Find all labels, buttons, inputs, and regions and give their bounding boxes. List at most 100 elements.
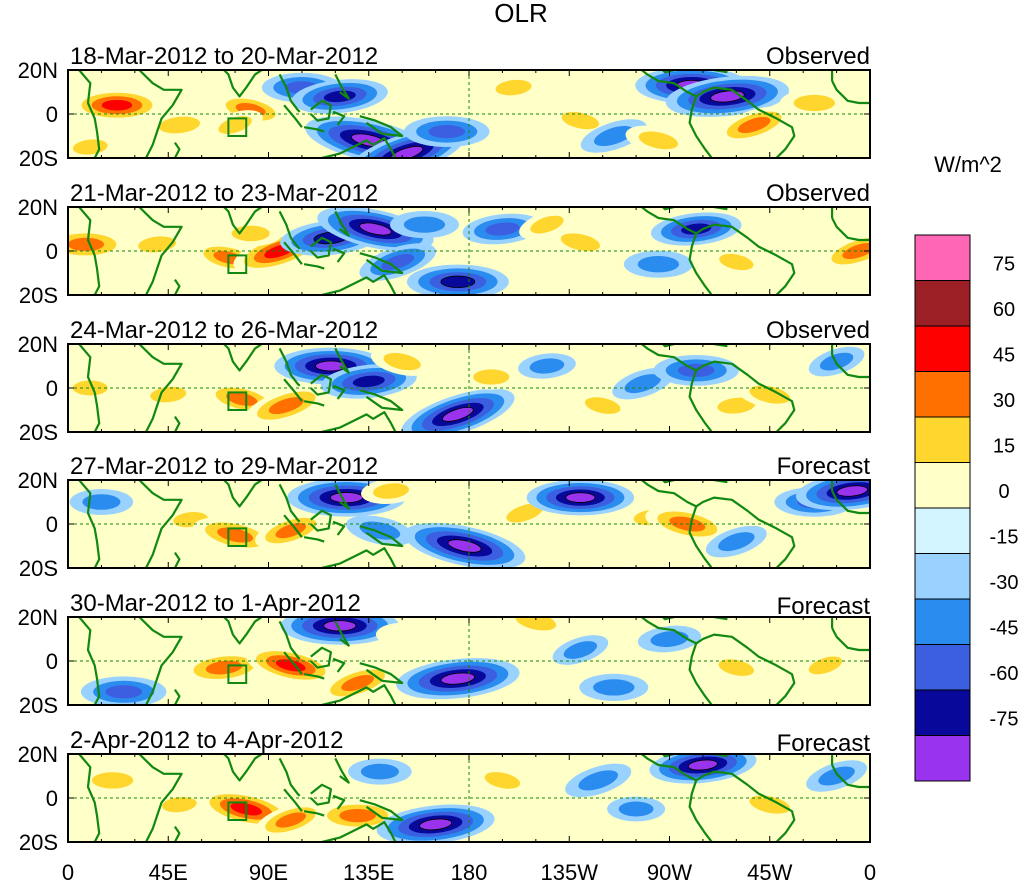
region-box	[227, 664, 248, 685]
coastline-segment	[332, 657, 346, 673]
olr-anomaly-field	[78, 754, 868, 842]
olr-contour-pos	[737, 116, 771, 134]
coastline-segment	[831, 80, 870, 105]
x-tick-label: 0	[864, 860, 876, 885]
coastline-segment	[831, 217, 870, 242]
olr-contour-pos	[584, 397, 621, 414]
chart-title: OLR	[494, 0, 547, 28]
coastline-segment	[831, 627, 870, 652]
coastline-segment	[138, 344, 183, 432]
x-tick-label: 90E	[249, 860, 288, 885]
olr-contour-neg	[440, 275, 476, 288]
olr-contour-pos	[101, 99, 133, 111]
coastline-segment	[222, 344, 264, 372]
coastlines	[78, 207, 870, 295]
olr-contour-pos	[275, 812, 307, 828]
coastline-segment	[639, 70, 796, 158]
region-box	[227, 527, 248, 548]
olr-contour-pos	[72, 380, 108, 396]
coastline-segment	[78, 207, 101, 295]
coastline-segment	[303, 263, 325, 270]
colorbar-swatch	[914, 280, 971, 327]
colorbar-swatch	[914, 234, 971, 281]
olr-contour-neg	[447, 539, 482, 553]
coastlines	[78, 480, 870, 568]
olr-contour-pos	[749, 795, 791, 814]
coastline-segment	[283, 651, 303, 675]
coastline-segment	[222, 754, 264, 782]
olr-contour-pos	[217, 527, 254, 543]
coastline-segment	[332, 110, 346, 126]
olr-contour-neg	[442, 406, 474, 422]
olr-contour-neg	[329, 492, 364, 504]
panel-kind-label: Observed	[766, 180, 870, 207]
panel-period-label: 2-Apr-2012 to 4-Apr-2012	[70, 727, 344, 754]
olr-contour-neg	[381, 253, 415, 271]
colorbar-level-label: -60	[990, 663, 1019, 685]
colorbar-swatch	[914, 598, 971, 645]
panel-6: 20N 0 20S 2-Apr-2012 to 4-Apr-2012 Forecast	[18, 727, 871, 855]
coastline-segment	[359, 252, 404, 275]
olr-contour-neg	[419, 818, 453, 831]
x-tick-label: 180	[451, 860, 488, 885]
olr-contour-neg	[352, 375, 385, 388]
olr-contour-pos	[268, 397, 304, 415]
x-tick-label: 45E	[149, 860, 188, 885]
coastline-segment	[222, 70, 264, 98]
coastline-segment	[278, 620, 301, 660]
coastline-segment	[334, 347, 350, 374]
y-tick-label: 20S	[19, 420, 58, 445]
olr-contour-pos	[162, 796, 197, 813]
olr-anomaly-field	[80, 617, 854, 705]
coastline-segment	[138, 480, 183, 568]
region-box	[227, 391, 248, 411]
colorbar-swatch	[914, 689, 971, 736]
coastline-segment	[359, 389, 404, 412]
panel-kind-label: Forecast	[777, 593, 871, 620]
coastline-segment	[78, 754, 101, 842]
coastline-segment	[332, 520, 346, 536]
y-tick-label: 20N	[18, 58, 58, 83]
coastline-segment	[78, 70, 101, 158]
coastline-segment	[321, 137, 397, 158]
coastline-segment	[359, 799, 404, 822]
y-tick-label: 0	[46, 649, 58, 674]
panel-period-label: 21-Mar-2012 to 23-Mar-2012	[70, 180, 378, 207]
panel-kind-label: Forecast	[777, 453, 871, 480]
olr-contour-neg	[593, 679, 635, 696]
coastline-segment	[334, 620, 350, 647]
coastline-segment	[283, 104, 303, 128]
olr-contour-pos	[793, 94, 836, 112]
olr-contour-pos	[717, 397, 756, 414]
coastline-segment	[303, 810, 325, 817]
coastline-segment	[173, 141, 181, 158]
coastline-segment	[222, 617, 264, 645]
x-tick-label: 90W	[647, 860, 692, 885]
olr-contour-neg	[360, 763, 399, 780]
coastline-segment	[278, 347, 301, 387]
olr-contour-pos	[515, 617, 557, 631]
panel-kind-label: Observed	[766, 43, 870, 70]
coastline-segment	[303, 536, 325, 543]
colorbar-units-label: W/m^2	[934, 152, 1002, 177]
colorbar-level-label: -75	[990, 709, 1019, 731]
olr-contour-pos	[339, 809, 376, 823]
olr-contour-pos	[218, 116, 252, 134]
coastline-segment	[639, 480, 796, 568]
panel-kind-label: Forecast	[777, 730, 871, 757]
y-tick-label: 0	[46, 239, 58, 264]
coastline-segment	[222, 480, 264, 508]
olr-contour-neg	[687, 759, 718, 771]
x-tick-label: 45W	[747, 860, 792, 885]
coastline-segment	[138, 754, 183, 842]
y-tick-label: 20N	[18, 468, 58, 493]
olr-contour-pos	[205, 660, 243, 675]
olr-contour-neg	[440, 672, 476, 685]
coastline-segment	[359, 662, 404, 685]
x-tick-label: 0	[62, 860, 74, 885]
coastline-segment	[708, 344, 728, 348]
coastline-segment	[334, 210, 350, 237]
coastline-segment	[831, 764, 870, 789]
coastline-segment	[283, 514, 303, 538]
